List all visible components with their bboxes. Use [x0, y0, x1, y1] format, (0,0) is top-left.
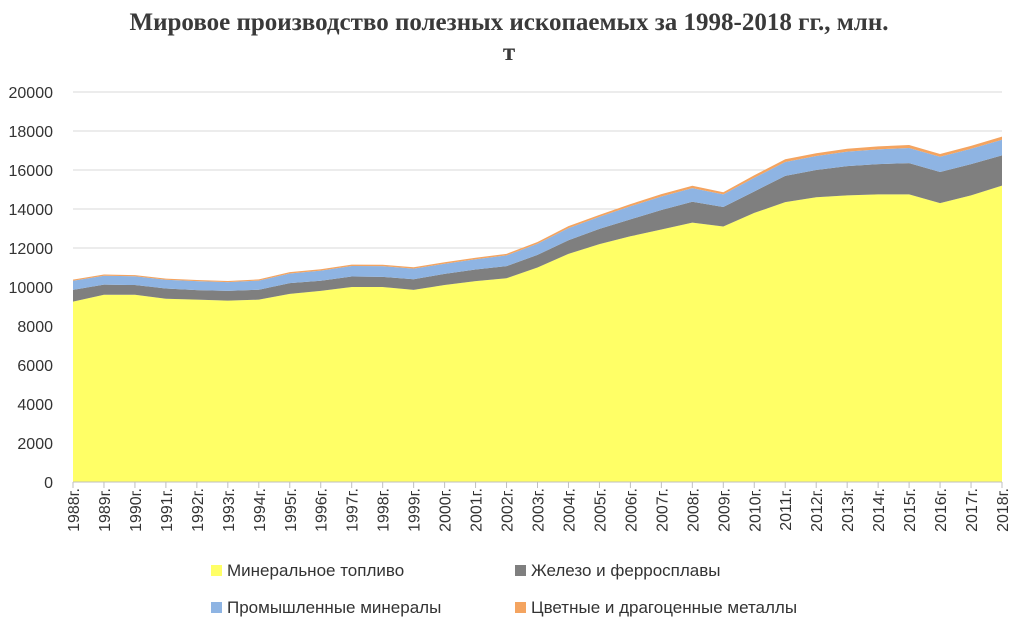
y-tick-label: 14000: [9, 202, 54, 219]
x-tick-label: 1989г.: [97, 488, 114, 532]
y-tick-label: 10000: [9, 280, 54, 297]
x-tick-label: 2014г.: [871, 488, 888, 532]
y-tick-label: 12000: [9, 241, 54, 258]
legend-swatch-4: [515, 602, 526, 613]
y-tick-label: 6000: [17, 358, 53, 375]
plot-areas: [73, 136, 1002, 482]
legend-swatch-1: [211, 565, 222, 576]
x-tick-label: 2018г.: [995, 488, 1012, 532]
legend: Минеральное топливо Железо и ферросплавы П…: [211, 561, 797, 617]
area-series-3: [73, 139, 1002, 291]
x-tick-label: 2007г.: [654, 488, 671, 532]
x-tick-label: 1999г.: [407, 488, 424, 532]
x-tick-label: 2011г.: [778, 488, 795, 531]
x-tick-label: 2013г.: [840, 488, 857, 532]
x-tick-label: 2016г.: [933, 488, 950, 532]
legend-swatch-3: [211, 602, 222, 613]
x-tick-label: 2003г.: [531, 488, 548, 532]
x-tick-label: 2006г.: [623, 488, 640, 532]
y-tick-label: 4000: [17, 397, 53, 414]
x-tick-label: 2015г.: [902, 488, 919, 532]
y-tick-label: 8000: [17, 319, 53, 336]
x-tick-label: 2005г.: [592, 488, 609, 532]
x-tick-label: 2008г.: [685, 488, 702, 532]
x-tick-label: 1996г.: [314, 488, 331, 532]
y-tick-label: 18000: [9, 124, 54, 141]
x-axis-ticks: 1988г. 1989г. 1990г. 1991г. 1992г. 1993г. 1994…: [66, 482, 1012, 532]
x-tick-label: 1998г.: [376, 488, 393, 532]
x-tick-label: 1990г.: [128, 488, 145, 532]
y-tick-label: 0: [44, 475, 53, 492]
chart-title-line2: т: [503, 39, 515, 66]
y-tick-label: 2000: [17, 436, 53, 453]
y-tick-label: 16000: [9, 163, 54, 180]
x-tick-label: 2017г.: [964, 488, 981, 532]
x-tick-label: 1994г.: [252, 488, 269, 532]
x-tick-label: 2004г.: [561, 488, 578, 532]
x-tick-label: 2000г.: [438, 488, 455, 532]
x-tick-label: 2009г.: [716, 488, 733, 532]
legend-swatch-2: [515, 565, 526, 576]
legend-label-2: Железо и ферросплавы: [531, 561, 721, 580]
x-tick-label: 1993г.: [221, 488, 238, 532]
area-series-2: [73, 155, 1002, 302]
x-tick-label: 1991г.: [159, 488, 176, 532]
y-axis-ticks: 0 2000 4000 6000 8000 10000 12000 14000 16000 180…: [9, 85, 54, 492]
y-tick-label: 20000: [9, 85, 54, 102]
x-tick-label: 1997г.: [345, 488, 362, 532]
x-tick-label: 2001г.: [469, 488, 486, 532]
legend-label-4: Цветные и драгоценные металлы: [531, 598, 797, 617]
legend-label-1: Минеральное топливо: [227, 561, 404, 580]
legend-label-3: Промышленные минералы: [227, 598, 441, 617]
x-tick-label: 2012г.: [809, 488, 826, 532]
chart-title-line1: Мировое производство полезных ископаемых…: [130, 9, 889, 36]
x-tick-label: 1988г.: [66, 488, 83, 532]
x-tick-label: 1992г.: [190, 488, 207, 532]
x-tick-label: 1995г.: [283, 488, 300, 532]
x-tick-label: 2010г.: [747, 488, 764, 532]
x-tick-label: 2002г.: [500, 488, 517, 532]
area-series-1: [73, 185, 1002, 482]
